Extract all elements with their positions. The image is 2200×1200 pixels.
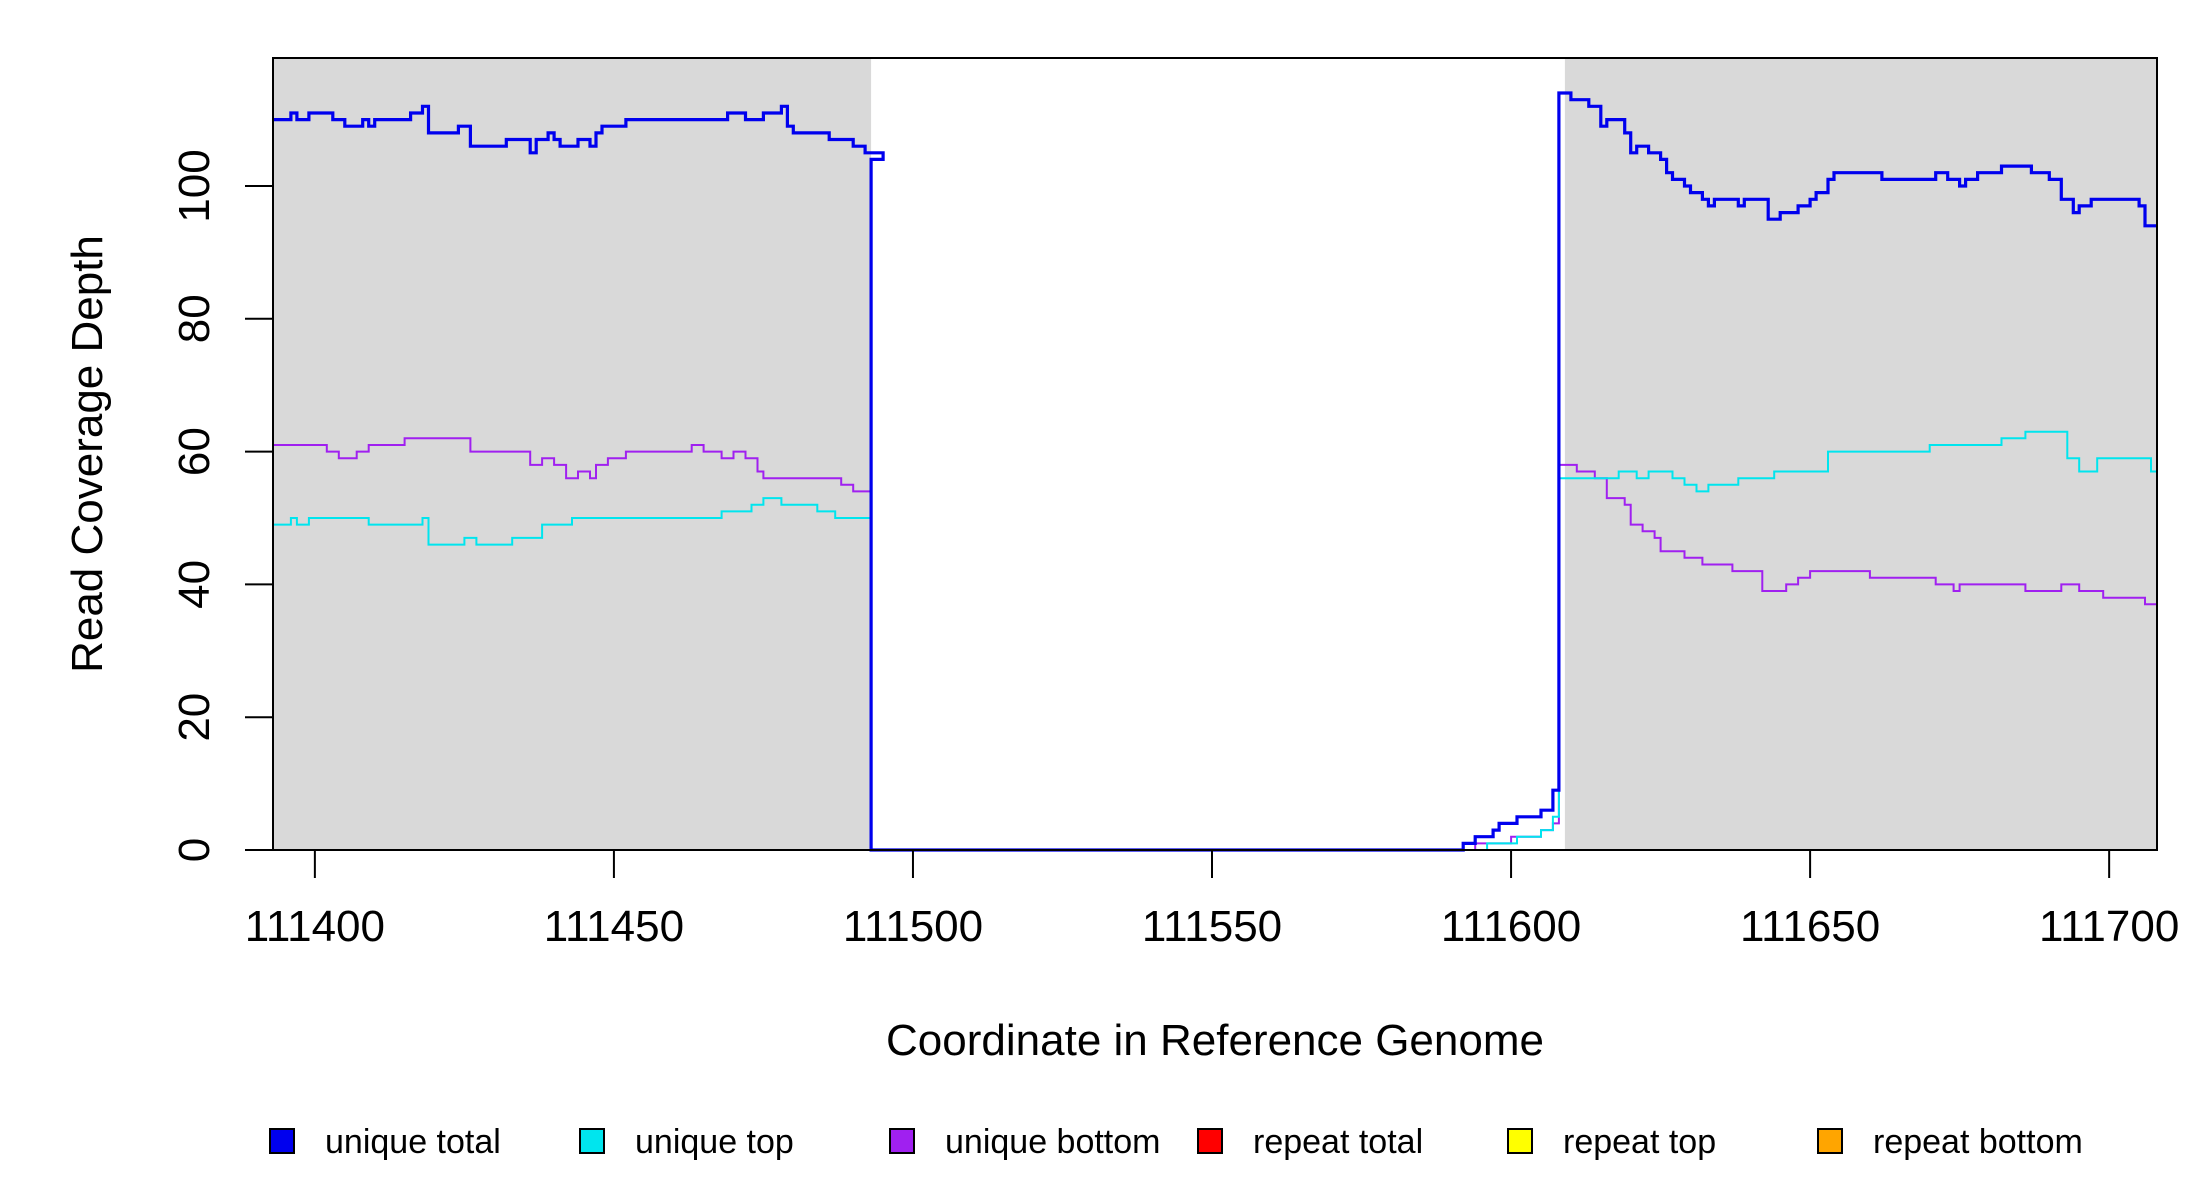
y-tick-label: 80 <box>170 294 219 343</box>
legend-swatch <box>579 1128 605 1154</box>
x-tick-label: 111500 <box>843 902 983 951</box>
shaded-regions <box>273 58 2157 850</box>
y-axis-title: Read Coverage Depth <box>63 235 112 673</box>
x-axis-title: Coordinate in Reference Genome <box>886 1016 1544 1065</box>
legend: unique total unique top unique bottom repea… <box>269 1123 2083 1161</box>
x-tick-label: 111600 <box>1441 902 1581 951</box>
legend-label: repeat total <box>1253 1123 1423 1161</box>
y-tick-label: 40 <box>170 560 219 609</box>
legend-label: repeat top <box>1563 1123 1716 1161</box>
legend-swatch <box>1197 1128 1223 1154</box>
legend-swatch <box>889 1128 915 1154</box>
x-tick-label: 111650 <box>1740 902 1880 951</box>
legend-swatch <box>1817 1128 1843 1154</box>
legend-label: repeat bottom <box>1873 1123 2083 1161</box>
legend-swatch <box>269 1128 295 1154</box>
y-axis: 0 20 40 60 80 100 <box>170 149 274 862</box>
x-axis: 111400 111450 111500 111550 111600 111650 1117… <box>245 849 2179 951</box>
y-tick-label: 0 <box>170 838 219 862</box>
shaded-region-2 <box>1564 58 2157 850</box>
legend-swatch <box>1507 1128 1533 1154</box>
series-line-unique-total <box>273 91 2157 852</box>
legend-label: unique bottom <box>945 1123 1161 1161</box>
x-tick-label: 111450 <box>544 902 684 951</box>
series-line-unique-top <box>273 430 2157 851</box>
x-tick-label: 111400 <box>245 902 385 951</box>
shaded-region-1 <box>273 58 872 850</box>
y-tick-label: 60 <box>170 427 219 476</box>
x-tick-label: 111550 <box>1142 902 1282 951</box>
x-tick-label: 111700 <box>2039 902 2179 951</box>
y-tick-label: 20 <box>170 693 219 742</box>
legend-label: unique total <box>325 1123 501 1161</box>
y-tick-label: 100 <box>170 149 219 222</box>
legend-label: unique top <box>635 1123 794 1161</box>
